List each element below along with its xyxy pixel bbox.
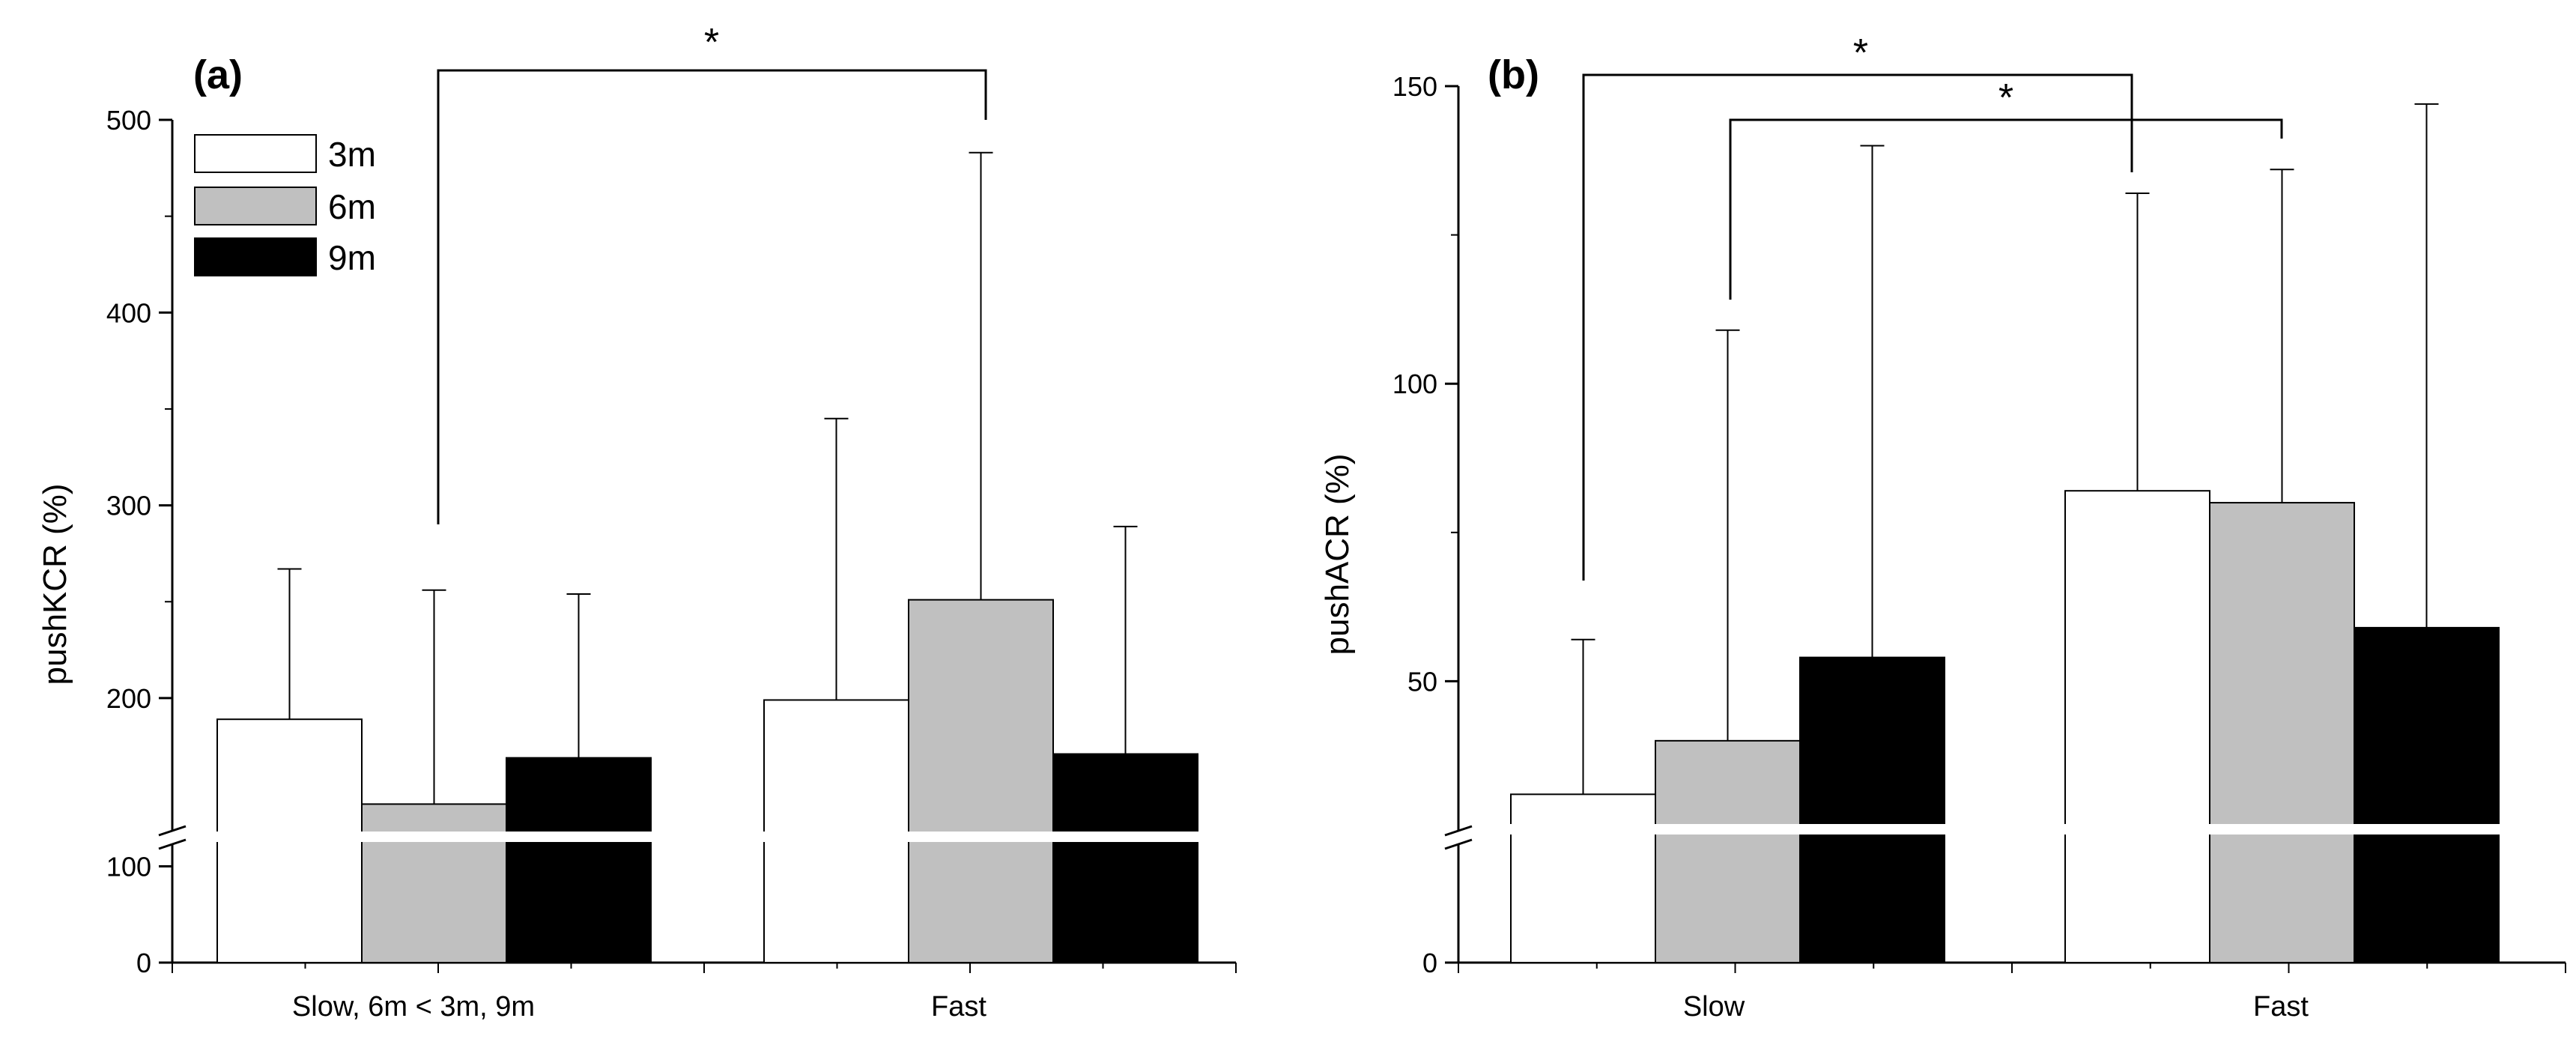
y-tick-label: 0	[136, 948, 151, 978]
y-tick-label: 150	[1392, 71, 1437, 102]
panel-b-significance-brackets: * *	[1582, 31, 2283, 581]
y-tick-label: 300	[106, 491, 151, 521]
bar-3m-slow	[1510, 793, 1656, 964]
panel-b: (b) pushACR (%) 0 50 100 150 Slow Fast * *	[1319, 31, 2566, 1023]
panel-b-significance-star: *	[1853, 31, 1868, 75]
panel-a-axis-break-mark	[158, 825, 187, 837]
panel-b-axis-break-mark	[1444, 825, 1473, 837]
bar-6m-fast	[908, 599, 1054, 964]
panel-b-category-label: Fast	[2253, 991, 2309, 1023]
legend-swatch-9m	[194, 237, 317, 276]
legend-swatch-3m	[194, 134, 317, 173]
panel-a-significance-bracket: *	[437, 21, 987, 524]
panel-b-bracket-line	[1582, 73, 2133, 581]
panel-a-category-label: Fast	[931, 991, 987, 1023]
panel-a-bracket-line	[437, 69, 987, 524]
y-tick-label: 0	[1422, 948, 1437, 978]
y-tick-label: 50	[1407, 666, 1437, 697]
y-tick-label: 400	[106, 297, 151, 328]
panel-b-category-label: Slow	[1683, 991, 1745, 1023]
panel-a-axis-break-mark	[158, 838, 187, 850]
legend-label-3m: 3m	[328, 135, 376, 174]
bar-3m-fast	[2064, 490, 2210, 963]
bar-9m-slow	[506, 757, 652, 963]
bar-6m-slow	[1655, 739, 1801, 964]
y-tick-label: 100	[106, 852, 151, 882]
panel-b-axis-break-mark	[1444, 838, 1473, 850]
legend-swatch-6m	[194, 187, 317, 225]
bar-9m-fast	[2354, 626, 2500, 963]
bar-9m-fast	[1052, 753, 1198, 963]
panel-b-significance-star: *	[1998, 76, 2013, 120]
y-tick-label: 100	[1392, 369, 1437, 399]
legend-label-6m: 6m	[328, 187, 376, 226]
panel-a-legend: 3m 6m 9m	[194, 134, 376, 277]
panel-a-category-label: Slow, 6m < 3m, 9m	[292, 991, 535, 1023]
panel-a-label: (a)	[193, 52, 243, 97]
panel-b-break-gap	[1491, 824, 2539, 835]
panel-b-y-axis-title: pushACR (%)	[1319, 454, 1356, 655]
panel-a-break-gap	[202, 832, 1228, 842]
bar-6m-slow	[361, 803, 507, 963]
panel-a: (a) pushKCR (%) 0 100 200 300 400 500 Slow, 6…	[37, 21, 1237, 1023]
panel-b-bracket-line	[1729, 118, 2283, 300]
y-tick-label: 500	[106, 105, 151, 136]
panel-b-label: (b)	[1488, 52, 1539, 97]
panel-a-y-axis-title: pushKCR (%)	[37, 484, 73, 685]
legend-label-9m: 9m	[328, 238, 376, 277]
bar-9m-slow	[1799, 656, 1945, 964]
bar-3m-fast	[763, 699, 909, 963]
panel-a-significance-star: *	[704, 21, 719, 64]
y-tick-label: 200	[106, 683, 151, 714]
bar-6m-fast	[2209, 502, 2355, 963]
